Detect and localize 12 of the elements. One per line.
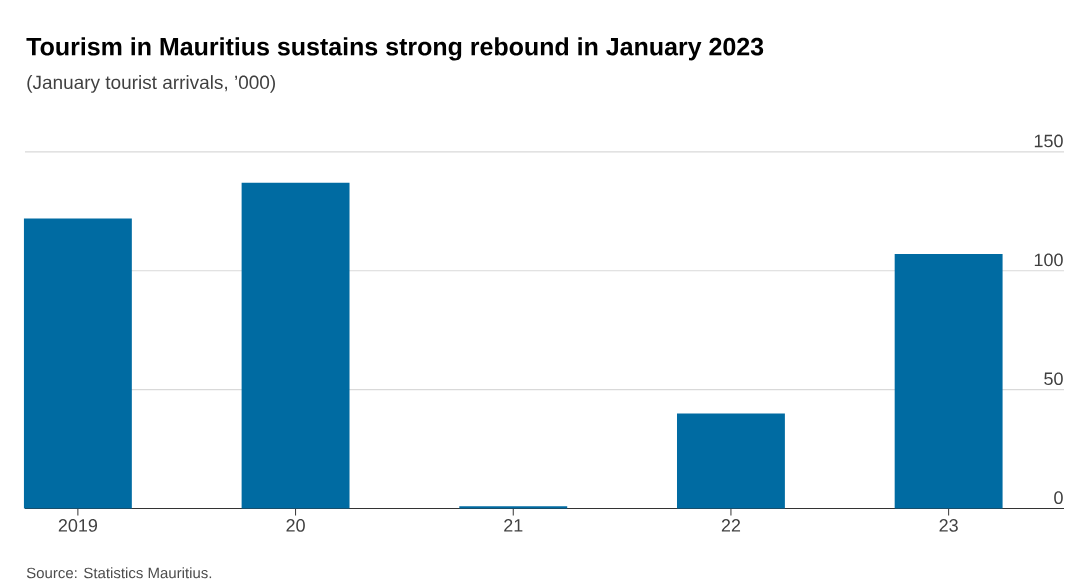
y-tick-label: 100 — [1034, 253, 1063, 267]
chart-subtitle: (January tourist arrivals, ’000) — [27, 74, 275, 93]
x-tick-label: 23 — [939, 518, 958, 532]
chart-title: Tourism in Mauritius sustains strong rebound in January 2023 — [26, 36, 764, 61]
x-tick-label: 20 — [286, 518, 305, 532]
x-tick-label: 22 — [721, 518, 741, 532]
y-tick-label: 0 — [1054, 491, 1063, 504]
y-tick-label: 50 — [1044, 372, 1063, 385]
x-tick-label: 21 — [504, 518, 523, 532]
y-tick-label: 150 — [1034, 134, 1063, 148]
x-tick-label: 2019 — [58, 518, 98, 532]
source-note: Source: Statistics Mauritius. — [26, 567, 212, 579]
